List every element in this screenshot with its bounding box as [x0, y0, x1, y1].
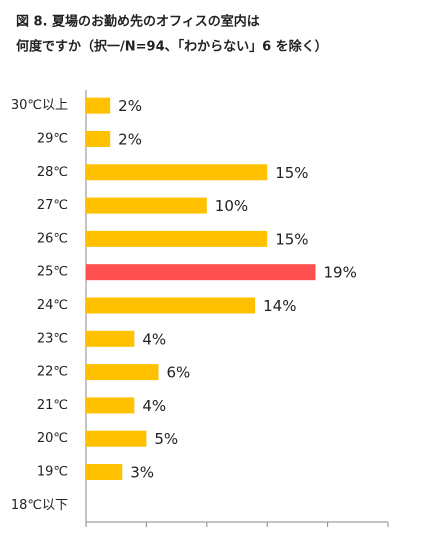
value-label: 4% [142, 330, 166, 348]
bar [86, 264, 316, 281]
y-tick-label: 19℃ [37, 465, 68, 480]
bar [86, 130, 111, 147]
bar [86, 464, 123, 481]
y-tick-label: 18℃以下 [11, 498, 68, 513]
bar [86, 297, 256, 314]
value-label: 3% [130, 464, 154, 482]
value-label: 15% [275, 164, 308, 182]
bar [86, 430, 147, 447]
bar [86, 164, 268, 181]
value-label: 5% [154, 430, 178, 448]
y-tick-label: 23℃ [37, 331, 68, 346]
value-label: 4% [142, 397, 166, 415]
chart-subtitle: 何度ですか（択一/N=94、「わからない」6 を除く） [16, 39, 328, 55]
value-label: 2% [118, 130, 142, 148]
y-tick-label: 26℃ [37, 231, 68, 246]
y-tick-label: 20℃ [37, 431, 68, 446]
value-label: 15% [275, 230, 308, 248]
value-label: 2% [118, 97, 142, 115]
y-tick-label: 28℃ [37, 165, 68, 180]
chart-title: 図 8. 夏場のお勤め先のオフィスの室内は [16, 14, 260, 30]
y-tick-label: 27℃ [37, 198, 68, 213]
value-label: 10% [215, 197, 248, 215]
bar [86, 197, 207, 214]
y-tick-label: 30℃以上 [11, 98, 68, 113]
y-tick-label: 21℃ [37, 398, 68, 413]
value-label: 6% [166, 364, 190, 382]
bar [86, 230, 268, 247]
value-label: 19% [324, 264, 357, 282]
y-tick-label: 25℃ [37, 265, 68, 280]
bar [86, 330, 135, 347]
value-label: 14% [263, 297, 296, 315]
y-tick-label: 29℃ [37, 131, 68, 146]
bar [86, 364, 159, 381]
bar [86, 97, 111, 114]
bar [86, 397, 135, 414]
y-tick-label: 24℃ [37, 298, 68, 313]
y-tick-label: 22℃ [37, 365, 68, 380]
